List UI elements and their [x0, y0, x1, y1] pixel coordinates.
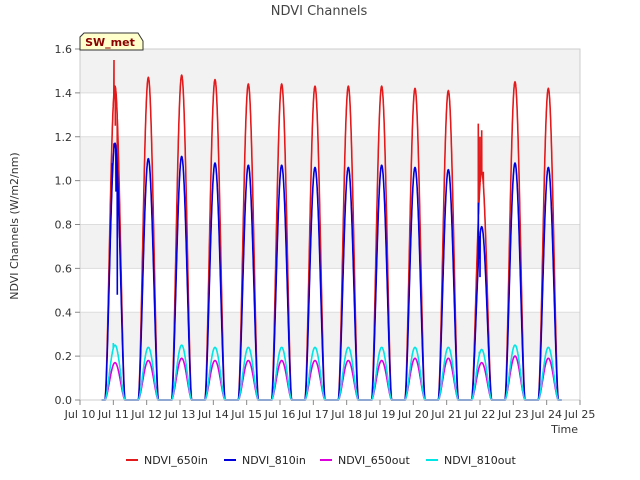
x-tick-label: Jul 16 [264, 408, 296, 421]
legend-label: NDVI_810out [444, 454, 516, 467]
x-axis-label: Time [550, 423, 578, 436]
legend-label: NDVI_810in [242, 454, 306, 467]
y-tick-label: 1.4 [55, 87, 73, 100]
y-tick-label: 0.4 [55, 306, 73, 319]
band [80, 49, 580, 93]
x-tick-label: Jul 14 [197, 408, 229, 421]
y-tick-label: 1.6 [55, 43, 73, 56]
x-tick-label: Jul 25 [564, 408, 596, 421]
x-tick-label: Jul 23 [497, 408, 529, 421]
y-axis-label: NDVI Channels (W/m2/nm) [8, 152, 21, 299]
x-tick-label: Jul 12 [130, 408, 162, 421]
x-tick-label: Jul 13 [164, 408, 196, 421]
band [80, 312, 580, 357]
badge-label: SW_met [85, 36, 135, 49]
legend-label: NDVI_650in [144, 454, 208, 467]
band [80, 224, 580, 269]
y-tick-label: 0.8 [55, 219, 73, 232]
y-axis-ticks: 0.0 0.2 0.4 0.6 0.8 1.0 1.2 1.4 1.6 [55, 43, 80, 407]
x-axis-ticks: Jul 10 Jul 11 Jul 12 Jul 13 Jul 14 Jul 15 Jul … [64, 400, 596, 421]
sw-met-badge: SW_met [79, 32, 144, 51]
band [80, 136, 580, 181]
x-tick-label: Jul 24 [530, 408, 562, 421]
x-tick-label: Jul 22 [464, 408, 496, 421]
x-tick-label: Jul 21 [430, 408, 462, 421]
x-tick-label: Jul 11 [97, 408, 129, 421]
x-tick-label: Jul 19 [364, 408, 396, 421]
x-tick-label: Jul 15 [230, 408, 262, 421]
x-tick-label: Jul 17 [297, 408, 329, 421]
x-tick-label: Jul 10 [64, 408, 96, 421]
x-tick-label: Jul 18 [330, 408, 362, 421]
y-tick-label: 1.0 [55, 175, 73, 188]
legend-label: NDVI_650out [338, 454, 410, 467]
legend: NDVI_650in NDVI_810in NDVI_650out NDVI_810o… [126, 454, 516, 467]
y-tick-label: 0.2 [55, 350, 73, 363]
y-tick-label: 0.6 [55, 262, 73, 275]
x-tick-label: Jul 20 [397, 408, 429, 421]
y-tick-label: 1.2 [55, 131, 73, 144]
y-tick-label: 0.0 [55, 394, 73, 407]
chart-title: NDVI Channels [271, 4, 368, 19]
